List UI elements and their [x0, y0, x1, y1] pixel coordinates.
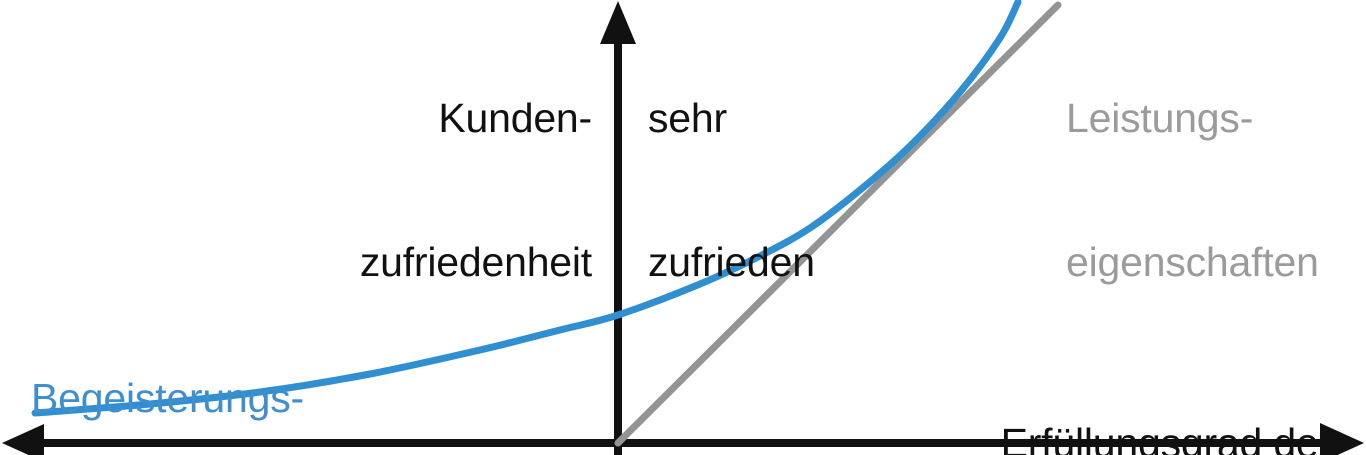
x-axis-arrowhead-left-icon: [2, 424, 44, 455]
series-curve-begeisterungseigenschaften: [31, 0, 1022, 417]
x-axis: [2, 423, 1364, 455]
y-axis-title-line-1: Kunden-: [438, 95, 592, 141]
y-axis-top-line-1: sehr: [648, 95, 727, 141]
y-axis: [600, 1, 636, 455]
y-axis-title-line-2: zufriedenheit: [359, 239, 592, 285]
series-label-leistungs-line-1: Leistungs-: [1066, 95, 1254, 141]
series-label-leistungs-line-2: eigenschaften: [1066, 239, 1319, 285]
y-axis-arrowhead-icon: [600, 1, 636, 44]
y-axis-top-line-2: zufrieden: [648, 239, 815, 285]
series-label-begeisterungseigenschaften: Begeisterungs- eigenschaften: [31, 278, 304, 455]
x-axis-title: Erfüllungsgrad der Eigenschaften: [860, 323, 1333, 455]
series-label-begeisterungs-line-1: Begeisterungs-: [31, 375, 304, 421]
x-axis-arrowhead-right-icon: [1320, 423, 1364, 455]
y-axis-title: Kunden- zufriedenheit: [180, 0, 592, 382]
series-line-leistungseigenschaften: [614, 1, 1062, 447]
x-axis-title-line-1: Erfüllungsgrad der: [1000, 420, 1333, 455]
series-label-leistungseigenschaften: Leistungs- eigenschaften: [1066, 0, 1319, 382]
y-axis-top-label: sehr zufrieden: [648, 0, 815, 382]
